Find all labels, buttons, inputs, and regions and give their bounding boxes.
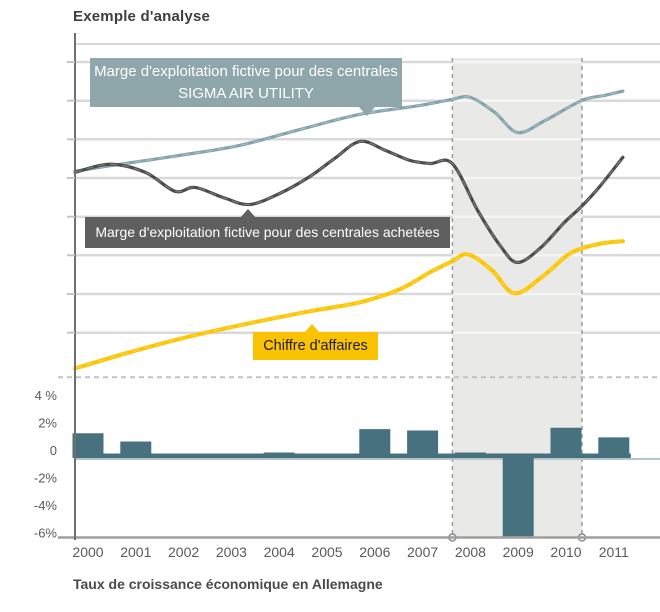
annotation-purchased-margin: Marge d'exploitation fictive pour des ce… [85,209,450,248]
x-axis-year-label: 2010 [550,544,581,560]
annotation-sigma-margin-label: Marge d'exploitation fictive pour des ce… [94,63,398,102]
y-axis-tick [67,254,75,257]
x-axis-year-label: 2003 [216,544,247,560]
annotation-pointer-up-icon [304,324,320,333]
x-axis-year-label: 2005 [311,544,342,560]
series-line-0 [73,89,625,173]
annotation-revenue: Chiffre d'affaires [253,324,378,360]
annotation-pointer-down-icon [358,106,376,116]
annotation-pointer-up-icon [240,209,256,218]
y-axis-tick [67,99,75,102]
x-axis-year-label: 2011 [599,544,629,560]
bar-2005 [311,454,343,458]
bar-2003 [215,453,247,458]
bar-y-tick-label: -4% [34,498,58,513]
bar-2004 [263,452,295,458]
bar-y-tick-label: 4 % [35,388,58,403]
bar-2001 [120,441,152,458]
bar-y-tick-label: 0 [50,443,57,458]
y-axis-tick [67,215,75,218]
x-axis-year-label: 2001 [120,544,151,560]
bar-2006 [359,429,391,458]
bar-2002 [168,456,200,458]
series-line-highlight-0 [75,90,624,172]
y-axis-tick [67,61,75,63]
bar-2000 [72,433,104,458]
page-title: Exemple d'analyse [73,8,211,25]
bar-baseline-strip [75,453,631,458]
bar-2009 [502,458,534,537]
bar-2007 [407,430,439,458]
y-axis [74,33,76,540]
x-axis-year-label: 2002 [168,544,199,560]
bar-y-tick-label: 2% [38,416,57,431]
y-axis-tick [67,293,75,295]
bar-y-tick-label: -6% [34,526,58,541]
bar-2010 [550,427,582,458]
series-line-2 [73,239,625,371]
series-line-highlight-1 [74,140,624,264]
annotation-sigma-margin: Marge d'exploitation fictive pour des ce… [90,58,402,116]
x-axis-year-label: 2004 [264,544,295,560]
bar-2011 [598,437,630,458]
x-axis-year-label: 2006 [359,544,390,560]
series-line-1 [73,139,625,265]
series-line-highlight-2 [74,240,623,369]
annotation-purchased-margin-label: Marge d'exploitation fictive pour des ce… [95,224,440,240]
y-axis-tick [67,177,75,179]
bar-2008 [454,452,486,458]
x-axis-year-label: 2000 [72,544,103,560]
y-axis-tick [67,138,75,141]
x-axis-year-label: 2007 [407,544,438,560]
bar-y-tick-label: -2% [34,471,58,486]
y-axis-tick [67,331,75,334]
x-axis-caption: Taux de croissance économique en Allemag… [73,576,383,592]
x-axis-year-label: 2009 [503,544,534,560]
x-axis-year-label: 2008 [455,544,486,560]
annotation-revenue-label: Chiffre d'affaires [263,338,368,354]
